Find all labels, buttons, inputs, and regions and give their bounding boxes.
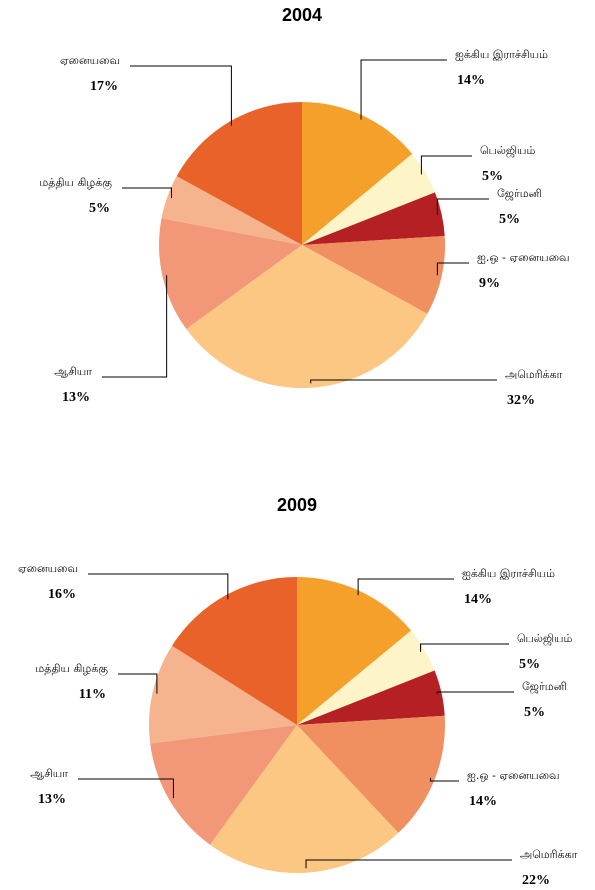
slice-label: ஜேர்மனி (522, 680, 567, 694)
slice-value-label: 5% (482, 169, 503, 184)
pie-slice (172, 577, 297, 725)
leader-line (436, 262, 469, 276)
leader-line (305, 859, 512, 869)
slice-value-label: 17% (90, 79, 118, 94)
slice-value-label: 5% (519, 657, 540, 672)
slice-value-label: 5% (499, 212, 520, 227)
slice-label: ஐக்கிய இராச்சியம் (462, 567, 555, 580)
slice-label: ஏனையவை (60, 54, 120, 67)
pie-slice (302, 236, 445, 314)
leader-line (130, 65, 232, 126)
pie-slice (302, 192, 445, 245)
leader-line (436, 691, 514, 694)
slice-label: அமெரிக்கா (505, 368, 563, 381)
slice-value-label: 5% (89, 201, 110, 216)
leader-line (420, 155, 472, 175)
slice-label: மத்திய கிழக்கு (35, 662, 108, 677)
leader-line (310, 379, 497, 384)
chart-title: 2009 (277, 495, 317, 515)
leader-line (420, 643, 509, 652)
pie-slice (297, 577, 412, 725)
leader-line (360, 59, 447, 120)
leader-line (357, 578, 454, 596)
slice-label: அமெரிக்கா (520, 848, 578, 861)
leader-line (88, 573, 229, 600)
leader-line (102, 275, 168, 378)
pie-slice (297, 670, 445, 725)
pie-slice (150, 725, 297, 845)
slice-label: மத்திய கிழக்கு (39, 176, 112, 191)
slice-value-label: 14% (469, 794, 497, 809)
slice-value-label: 32% (507, 393, 535, 408)
leader-line (436, 198, 489, 215)
leader-line (118, 673, 158, 694)
slice-value-label: 14% (457, 73, 485, 88)
pie-slice (186, 245, 428, 388)
leader-line (429, 777, 459, 782)
pie-slice (210, 725, 399, 873)
pie-slice (302, 153, 435, 245)
chart-title: 2004 (282, 5, 322, 25)
slice-label: ஐ.ஒ - ஏனையவை (467, 769, 560, 782)
leader-line (122, 187, 172, 199)
slice-label: ஐ.ஒ - ஏனையவை (477, 251, 570, 264)
slice-value-label: 5% (524, 705, 545, 720)
slice-value-label: 11% (79, 687, 106, 702)
slice-value-label: 22% (522, 873, 550, 888)
slice-label: ஏனையவை (18, 562, 78, 575)
slice-value-label: 9% (479, 276, 500, 291)
slice-value-label: 13% (38, 792, 66, 807)
slice-label: ஜேர்மனி (497, 187, 542, 201)
slice-label: ஆசியா (54, 365, 92, 378)
pie-slice (297, 715, 445, 833)
pie-slice (159, 218, 302, 330)
leader-line (78, 778, 174, 799)
pie-slice (297, 630, 435, 725)
pie-slice (161, 176, 302, 245)
slice-label: ஐக்கிய இராச்சியம் (455, 48, 548, 61)
pie-slice (176, 101, 302, 245)
pie-slice (149, 645, 297, 744)
slice-label: பெல்ஜியம் (480, 144, 535, 158)
slice-value-label: 16% (48, 587, 76, 602)
slice-label: பெல்ஜியம் (517, 632, 572, 646)
slice-label: ஆசியா (30, 767, 68, 780)
slice-value-label: 14% (464, 592, 492, 607)
slice-value-label: 13% (62, 390, 90, 405)
pie-slice (302, 102, 413, 245)
